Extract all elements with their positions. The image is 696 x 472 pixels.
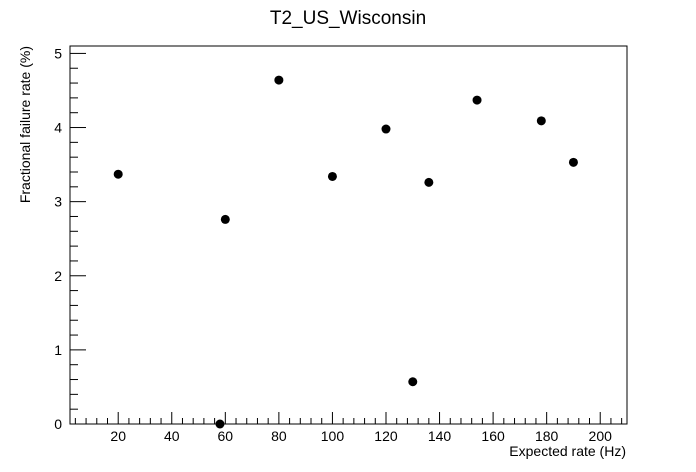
axes: 20 40 60 80 100 120 140 160 180 200 0 1 2 3 4 5 <box>54 45 628 444</box>
data-point <box>113 169 123 179</box>
y-tick-label: 2 <box>54 268 62 284</box>
x-tick-label: 200 <box>589 428 613 444</box>
data-point <box>381 124 391 134</box>
data-point <box>568 157 578 167</box>
y-tick-label: 3 <box>54 194 62 210</box>
x-tick-label: 120 <box>374 428 398 444</box>
x-tick-label: 60 <box>218 428 234 444</box>
y-tick-label: 5 <box>54 45 62 61</box>
y-tick-label: 1 <box>54 342 62 358</box>
data-point <box>424 177 434 187</box>
x-tick-label: 160 <box>481 428 505 444</box>
data-point <box>536 116 546 126</box>
data-point <box>274 75 284 85</box>
data-point <box>327 171 337 181</box>
data-point <box>220 214 230 224</box>
x-tick-label: 40 <box>164 428 180 444</box>
x-tick-label: 180 <box>535 428 559 444</box>
x-tick-label: 100 <box>321 428 345 444</box>
y-axis-label: Fractional failure rate (%) <box>17 46 33 203</box>
data-point <box>408 377 418 387</box>
y-tick-label: 0 <box>54 416 62 432</box>
x-tick-label: 20 <box>110 428 126 444</box>
data-point <box>215 419 225 429</box>
x-tick-label: 80 <box>271 428 287 444</box>
data-points <box>113 75 578 429</box>
y-tick-label: 4 <box>54 120 62 136</box>
chart-title: T2_US_Wisconsin <box>270 8 426 29</box>
x-tick-label: 140 <box>428 428 452 444</box>
plot-frame <box>69 45 628 425</box>
data-point <box>472 95 482 105</box>
x-axis-label: Expected rate (Hz) <box>509 443 626 459</box>
